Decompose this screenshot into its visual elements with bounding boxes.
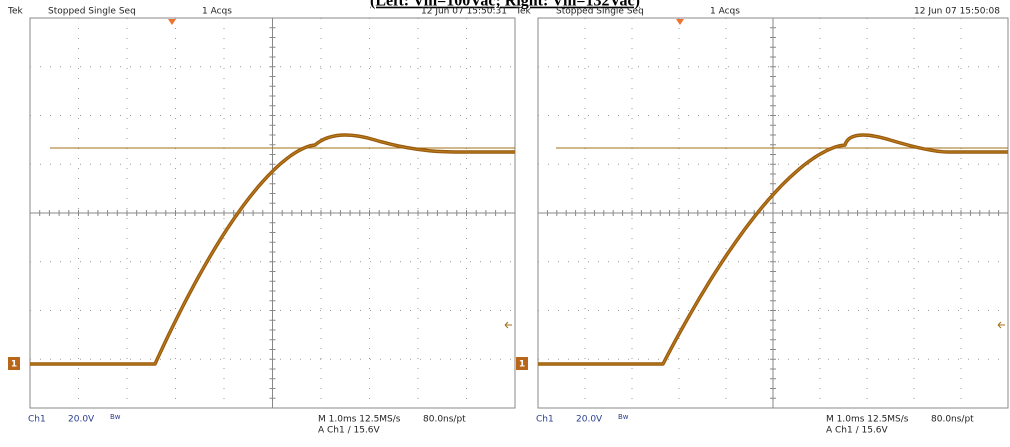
- trigger-marker: [676, 19, 684, 25]
- channel-marker: 1: [11, 360, 17, 370]
- status: Stopped Single Seq: [48, 7, 136, 17]
- acqs: 1 Acqs: [202, 7, 232, 17]
- timebase: M 1.0ms 12.5MS/s: [826, 415, 909, 425]
- timestamp: 12 Jun 07 15:50:08: [914, 7, 1000, 17]
- resolution: 80.0ns/pt: [423, 415, 466, 425]
- status: Stopped Single Seq: [556, 7, 644, 17]
- timestamp: 12 Jun 07 15:50:31: [421, 7, 507, 17]
- channel-marker: 1: [519, 360, 525, 370]
- channel-marker-box: [516, 357, 528, 370]
- brand: Tek: [515, 7, 532, 17]
- level-arrow: [504, 321, 512, 329]
- waveform-highlight: [538, 134, 1008, 365]
- bandwidth: Bw: [110, 413, 121, 421]
- scope-panel: 1 Tek Stopped Single Seq 1 Acqs 12 Jun 07 15…: [515, 7, 1009, 436]
- caption: (Left: Vin=100Vac; Right: Vin=132Vac): [370, 0, 640, 10]
- scope-panel: 1 Tek Stopped Single Seq 1 Acqs 12 Jun 07 15…: [7, 7, 516, 436]
- scale: 20.0V: [68, 415, 95, 425]
- trigger: A Ch1 ∕ 15.6V: [318, 426, 381, 436]
- level-arrow: [997, 321, 1005, 329]
- channel: Ch1: [28, 415, 46, 425]
- waveform-highlight: [30, 134, 515, 365]
- channel: Ch1: [536, 415, 554, 425]
- bandwidth: Bw: [618, 413, 629, 421]
- timebase: M 1.0ms 12.5MS/s: [318, 415, 401, 425]
- scale: 20.0V: [576, 415, 603, 425]
- brand: Tek: [7, 7, 24, 17]
- trigger: A Ch1 ∕ 15.6V: [826, 426, 889, 436]
- acqs: 1 Acqs: [710, 7, 740, 17]
- resolution: 80.0ns/pt: [931, 415, 974, 425]
- channel-marker-box: [8, 357, 20, 370]
- trigger-marker: [168, 19, 176, 25]
